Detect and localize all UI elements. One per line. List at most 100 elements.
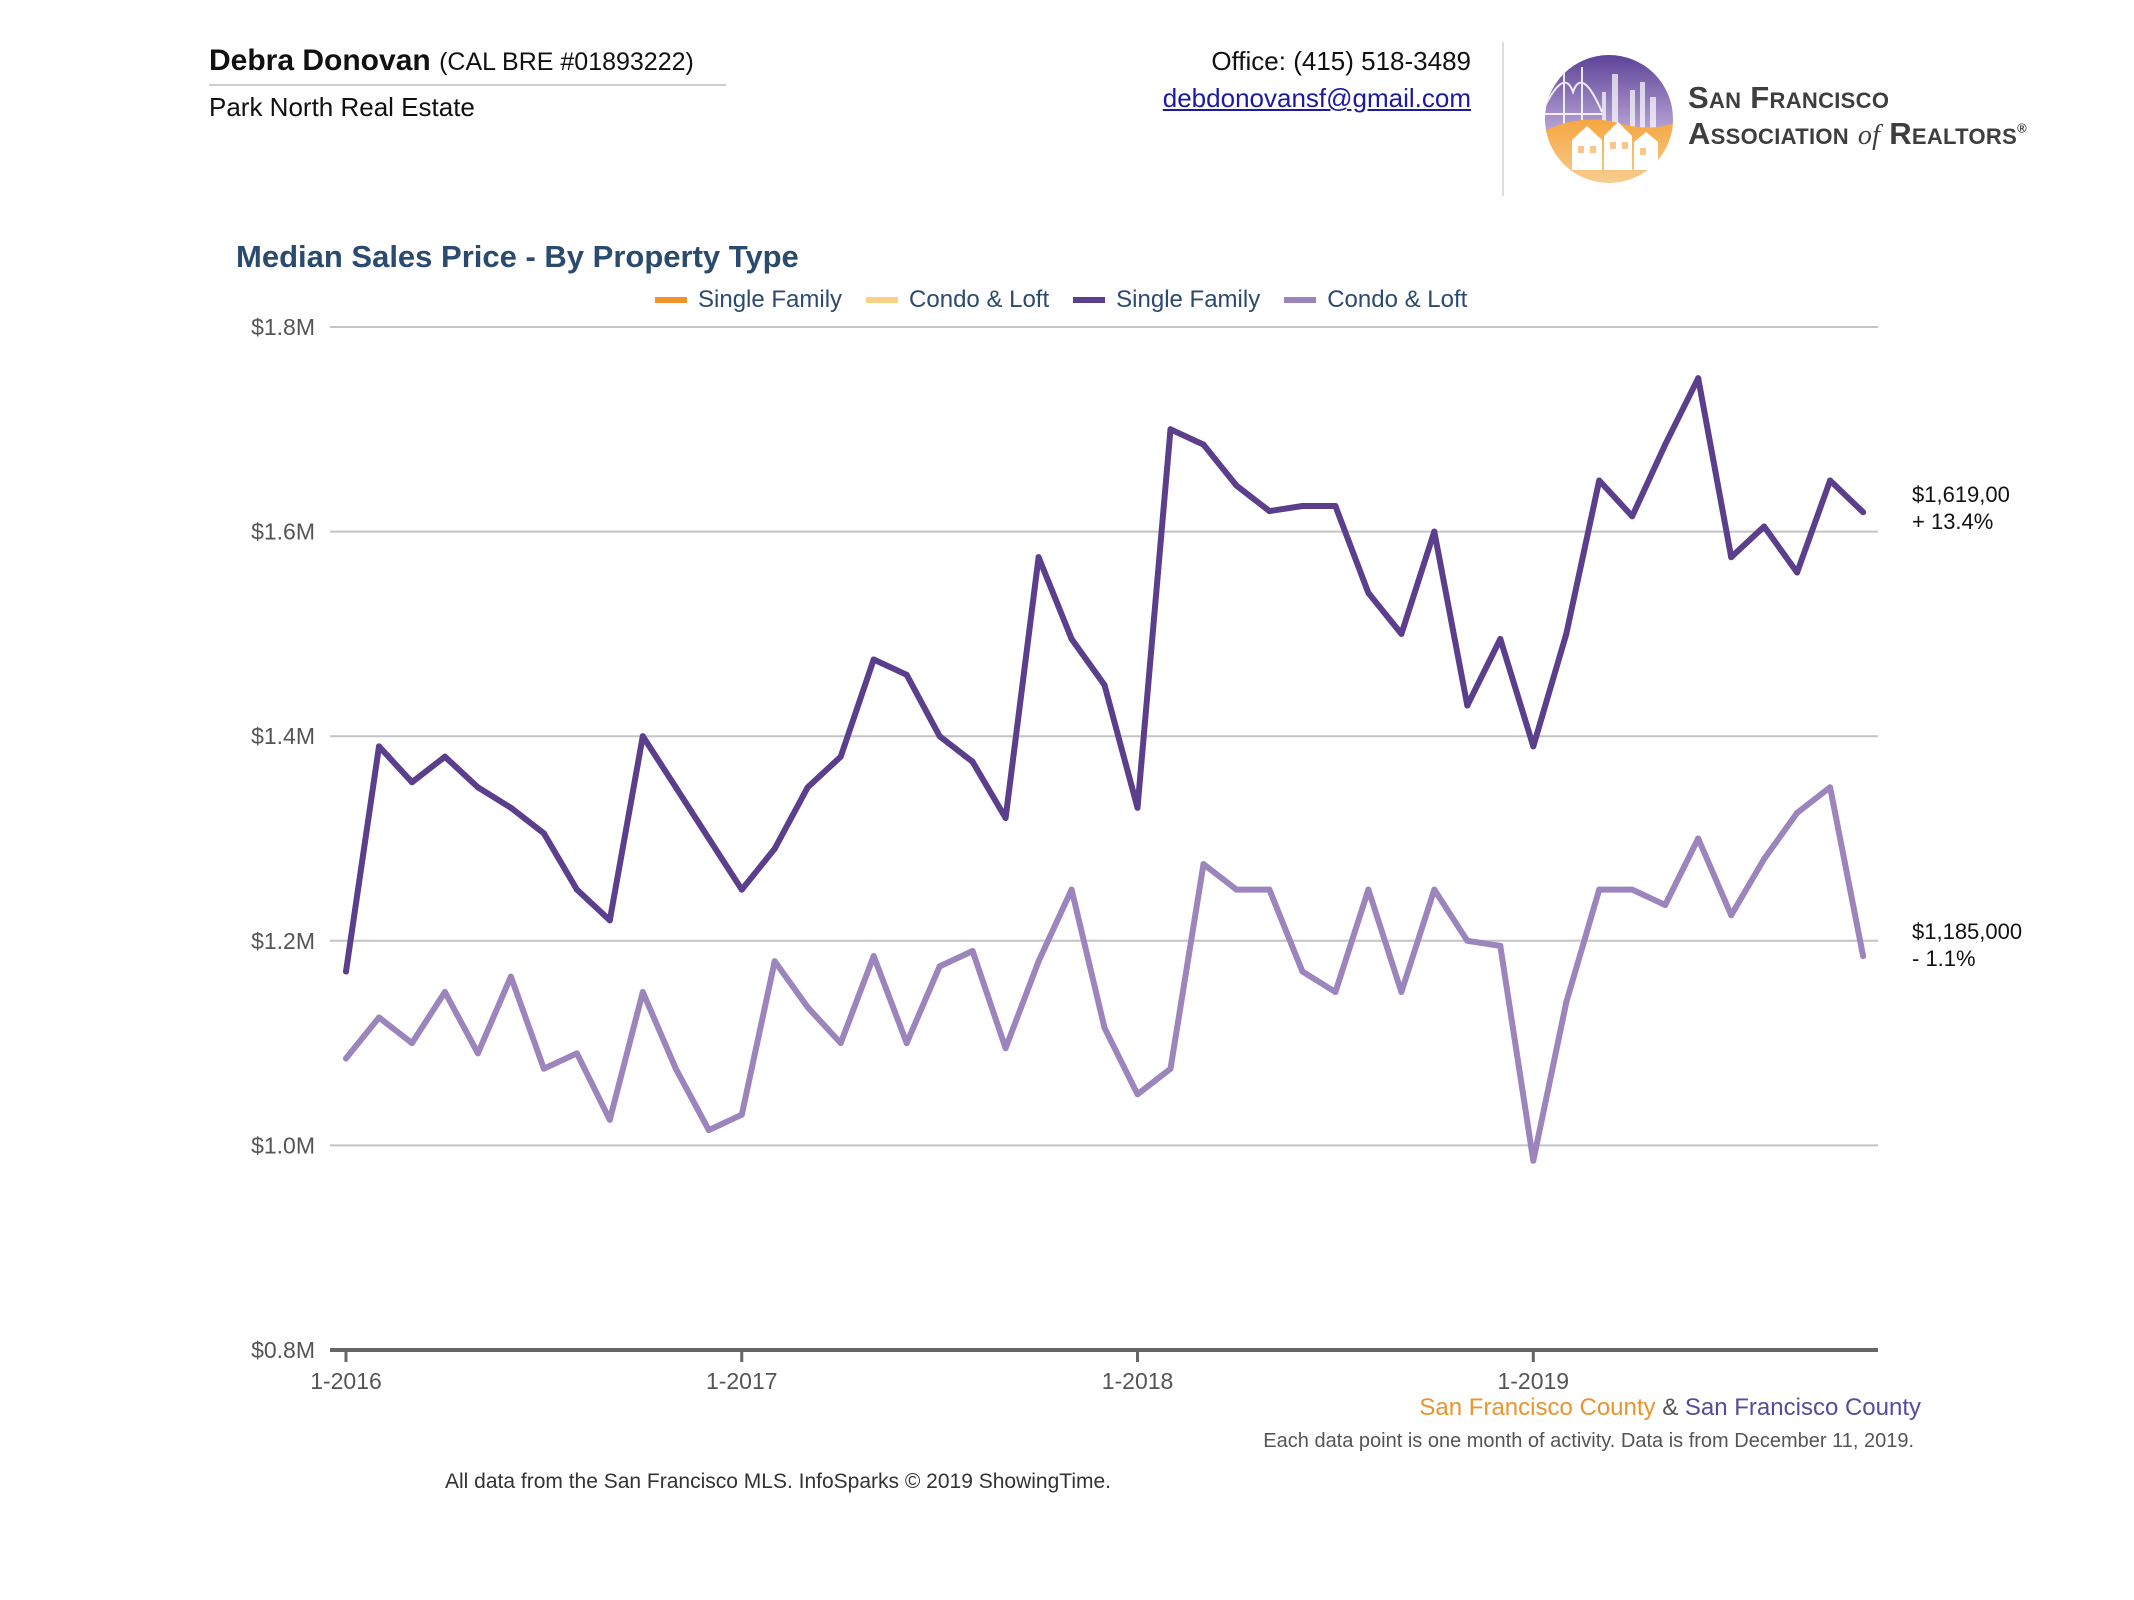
email-link[interactable]: debdonovansf@gmail.com (1162, 83, 1471, 113)
data-point-condo-loft[interactable] (705, 1127, 712, 1134)
data-point-single-family[interactable] (804, 784, 811, 791)
series-line-condo-loft[interactable] (343, 784, 1867, 1164)
data-point-single-family[interactable] (1629, 513, 1636, 520)
data-point-condo-loft[interactable] (1728, 912, 1735, 919)
data-point-condo-loft[interactable] (771, 958, 778, 965)
data-point-condo-loft[interactable] (1431, 886, 1438, 893)
data-point-condo-loft[interactable] (375, 1014, 382, 1021)
data-point-condo-loft[interactable] (474, 1050, 481, 1057)
data-point-single-family[interactable] (1563, 630, 1570, 637)
data-point-condo-loft[interactable] (837, 1040, 844, 1047)
data-point-condo-loft[interactable] (507, 973, 514, 980)
data-point-condo-loft[interactable] (1398, 988, 1405, 995)
data-point-condo-loft[interactable] (1035, 958, 1042, 965)
data-point-single-family[interactable] (936, 733, 943, 740)
legend-item-condo-loft-lavender[interactable]: Condo & Loft (1284, 286, 1467, 314)
data-point-condo-loft[interactable] (1299, 968, 1306, 975)
data-point-single-family[interactable] (540, 830, 547, 837)
data-point-single-family[interactable] (474, 784, 481, 791)
data-point-condo-loft[interactable] (1662, 901, 1669, 908)
data-point-condo-loft[interactable] (408, 1040, 415, 1047)
data-point-condo-loft[interactable] (1266, 886, 1273, 893)
data-point-single-family[interactable] (1728, 554, 1735, 561)
data-point-condo-loft[interactable] (903, 1040, 910, 1047)
data-point-condo-loft[interactable] (804, 1004, 811, 1011)
data-point-condo-loft[interactable] (1497, 942, 1504, 949)
data-point-condo-loft[interactable] (1002, 1045, 1009, 1052)
data-point-single-family[interactable] (1167, 426, 1174, 433)
data-point-single-family[interactable] (573, 886, 580, 893)
data-point-condo-loft[interactable] (1563, 999, 1570, 1006)
data-point-condo-loft[interactable] (1167, 1065, 1174, 1072)
data-point-single-family[interactable] (969, 758, 976, 765)
data-point-condo-loft[interactable] (343, 1055, 349, 1062)
data-point-condo-loft[interactable] (1200, 861, 1207, 868)
data-point-single-family[interactable] (1134, 804, 1141, 811)
data-point-single-family[interactable] (837, 753, 844, 760)
data-point-single-family[interactable] (1002, 815, 1009, 822)
data-point-single-family[interactable] (1365, 589, 1372, 596)
data-point-condo-loft[interactable] (573, 1050, 580, 1057)
data-point-single-family[interactable] (606, 917, 613, 924)
data-point-condo-loft[interactable] (672, 1065, 679, 1072)
data-point-condo-loft[interactable] (639, 988, 646, 995)
data-point-single-family[interactable] (1464, 702, 1471, 709)
data-point-single-family[interactable] (1596, 477, 1603, 484)
data-point-condo-loft[interactable] (1464, 937, 1471, 944)
data-point-condo-loft[interactable] (1530, 1157, 1537, 1164)
data-point-single-family[interactable] (1068, 636, 1075, 643)
data-point-condo-loft[interactable] (540, 1065, 547, 1072)
data-point-condo-loft[interactable] (1794, 809, 1801, 816)
data-point-condo-loft[interactable] (1695, 835, 1702, 842)
legend-item-single-family-orange[interactable]: Single Family (655, 286, 842, 314)
data-point-condo-loft[interactable] (1134, 1091, 1141, 1098)
data-point-single-family[interactable] (1398, 630, 1405, 637)
data-point-single-family[interactable] (1101, 682, 1108, 689)
data-point-single-family[interactable] (1497, 636, 1504, 643)
data-point-single-family[interactable] (1662, 441, 1669, 448)
data-point-condo-loft[interactable] (936, 963, 943, 970)
data-point-condo-loft[interactable] (1596, 886, 1603, 893)
data-point-condo-loft[interactable] (1332, 988, 1339, 995)
data-point-condo-loft[interactable] (441, 988, 448, 995)
data-point-single-family[interactable] (1827, 477, 1834, 484)
data-point-single-family[interactable] (408, 779, 415, 786)
series-line-single-family[interactable] (343, 375, 1867, 975)
data-point-single-family[interactable] (343, 968, 349, 975)
data-point-single-family[interactable] (1431, 528, 1438, 535)
data-point-single-family[interactable] (639, 733, 646, 740)
data-point-condo-loft[interactable] (1827, 784, 1834, 791)
data-point-condo-loft[interactable] (738, 1111, 745, 1118)
data-point-single-family[interactable] (1299, 503, 1306, 510)
data-point-single-family[interactable] (1332, 503, 1339, 510)
data-point-single-family[interactable] (771, 845, 778, 852)
data-point-single-family[interactable] (1794, 569, 1801, 576)
data-point-single-family[interactable] (1266, 508, 1273, 515)
data-point-single-family[interactable] (1035, 554, 1042, 561)
data-point-single-family[interactable] (1233, 482, 1240, 489)
legend-item-condo-loft-yellow[interactable]: Condo & Loft (866, 286, 1049, 314)
data-point-condo-loft[interactable] (1860, 953, 1867, 960)
data-point-condo-loft[interactable] (1101, 1024, 1108, 1031)
data-point-condo-loft[interactable] (1233, 886, 1240, 893)
data-point-condo-loft[interactable] (1068, 886, 1075, 893)
data-point-single-family[interactable] (1200, 441, 1207, 448)
data-point-single-family[interactable] (1695, 375, 1702, 382)
data-point-condo-loft[interactable] (1761, 855, 1768, 862)
data-point-single-family[interactable] (1860, 509, 1867, 516)
data-point-single-family[interactable] (441, 753, 448, 760)
data-point-condo-loft[interactable] (969, 948, 976, 955)
data-point-condo-loft[interactable] (606, 1116, 613, 1123)
data-point-single-family[interactable] (507, 804, 514, 811)
data-point-single-family[interactable] (705, 835, 712, 842)
data-point-single-family[interactable] (1530, 743, 1537, 750)
data-point-condo-loft[interactable] (870, 953, 877, 960)
data-point-single-family[interactable] (870, 656, 877, 663)
data-point-single-family[interactable] (375, 743, 382, 750)
data-point-condo-loft[interactable] (1629, 886, 1636, 893)
data-point-single-family[interactable] (672, 784, 679, 791)
data-point-condo-loft[interactable] (1365, 886, 1372, 893)
data-point-single-family[interactable] (738, 886, 745, 893)
data-point-single-family[interactable] (1761, 523, 1768, 530)
legend-item-single-family-purple[interactable]: Single Family (1073, 286, 1260, 314)
